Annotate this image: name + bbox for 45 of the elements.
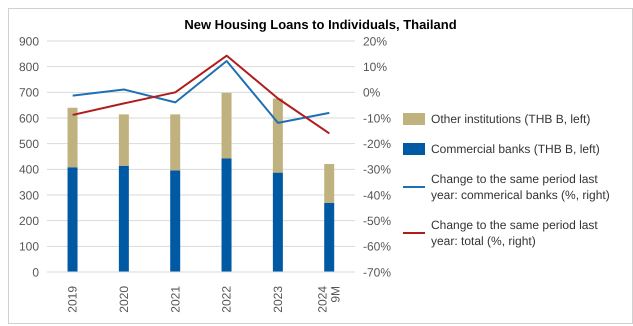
y-tick-label: 600: [18, 111, 40, 126]
x-tick-label: 2021: [168, 286, 182, 313]
bar: [118, 166, 129, 272]
legend-label: Change to the same period last year: total (%, right): [431, 216, 599, 248]
y-tick-label: 200: [18, 214, 40, 228]
bar: [324, 164, 334, 203]
x-tick-label: 2024 9M: [315, 286, 342, 313]
x-tick-label: 2019: [66, 286, 80, 313]
line-series: [72, 60, 330, 124]
bar: [272, 98, 283, 173]
y-tick-label: 400: [18, 162, 40, 177]
bar: [118, 114, 129, 166]
y2-tick-label: -50%: [363, 214, 392, 228]
y2-tick-label: 20%: [363, 34, 388, 48]
line-series: [72, 54, 330, 134]
bar: [324, 202, 334, 272]
y2-tick-label: 10%: [363, 60, 388, 74]
y2-tick-label: -10%: [363, 111, 392, 126]
y-tick-label: 300: [18, 188, 40, 202]
legend-label: Change to the same period last year: commerical banks (%, right): [431, 170, 611, 202]
bar: [68, 167, 78, 272]
bar: [222, 92, 232, 159]
legend-label: Other institutions (THB B, left): [431, 110, 590, 126]
y-tick-label: 800: [18, 60, 40, 74]
y-tick-label: 500: [18, 136, 40, 151]
y2-tick-label: -30%: [363, 162, 392, 177]
y-tick-label: 0: [32, 265, 40, 280]
legend-label: Commercial banks (THB B, left): [431, 140, 600, 156]
bar: [170, 170, 180, 272]
y2-tick-label: -70%: [363, 265, 392, 280]
y-tick-label: 900: [18, 34, 40, 48]
y-tick-label: 100: [18, 240, 40, 254]
bar: [68, 108, 78, 168]
bar: [222, 158, 232, 272]
chart-title: New Housing Loans to Individuals, Thailand: [184, 17, 457, 32]
bar: [272, 172, 283, 272]
y2-tick-label: -60%: [363, 240, 392, 254]
bar: [170, 114, 180, 170]
y2-tick-label: -40%: [363, 188, 392, 202]
y-tick-label: 700: [18, 86, 40, 100]
x-tick-label: 2022: [220, 286, 234, 313]
x-tick-label: 2020: [117, 286, 131, 313]
y2-tick-label: -20%: [363, 136, 392, 151]
x-tick-label: 2023: [271, 286, 285, 313]
y2-tick-label: 0%: [363, 86, 381, 100]
